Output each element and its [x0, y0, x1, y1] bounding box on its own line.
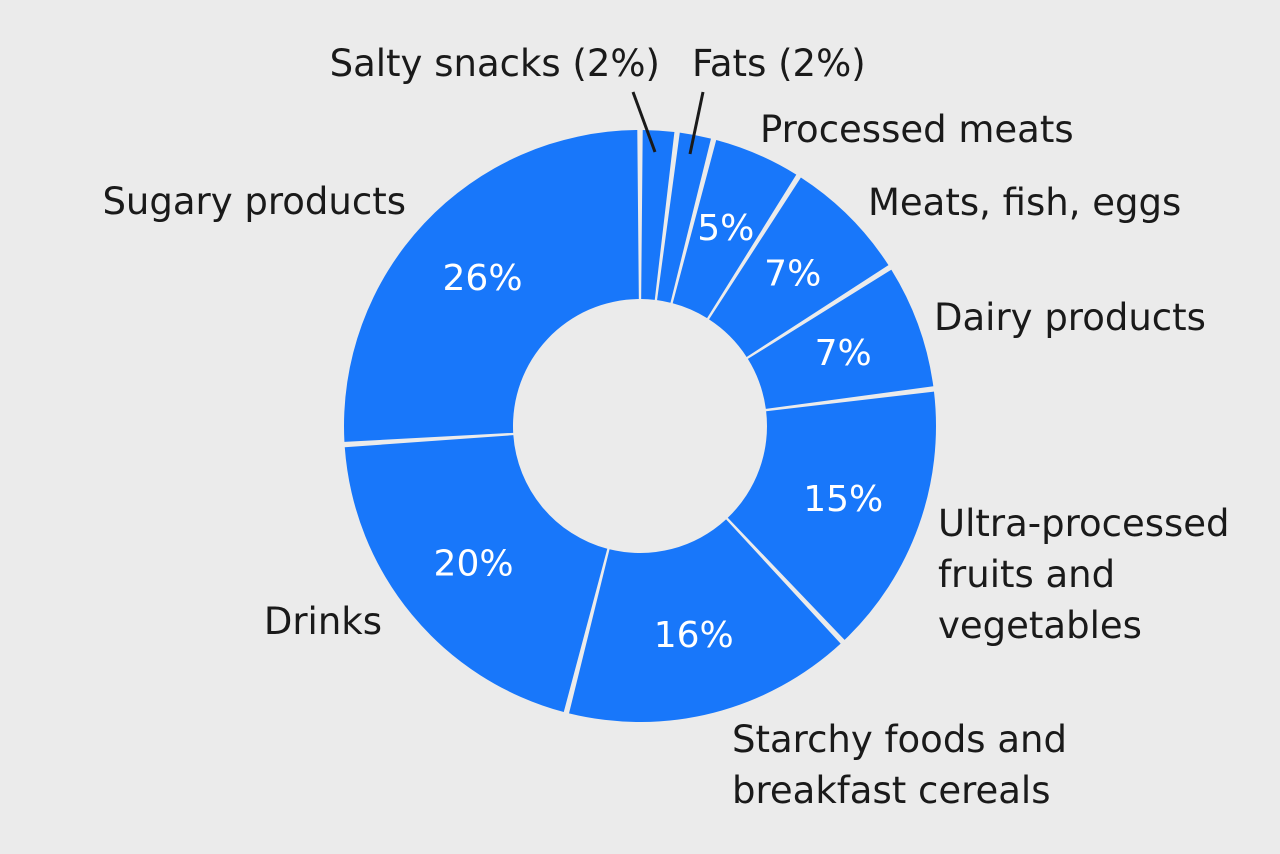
value-labels: 5%7%7%15%16%20%26% [434, 208, 884, 656]
category-label-line: Drinks [264, 600, 382, 643]
value-label-ultra-processed-fruits-and-vegetables: 15% [803, 479, 883, 520]
category-label-line: vegetables [938, 604, 1142, 647]
category-label-line: Sugary products [102, 180, 406, 223]
value-label-processed-meats: 5% [697, 208, 754, 249]
leader-line-salty-snacks [631, 91, 657, 153]
category-label-ultra-processed-fruits-and-vegetables: Ultra-processed fruits and vegetables [938, 502, 1230, 647]
category-label-meats-fish-eggs: Meats, fish, eggs [868, 181, 1181, 224]
category-labels: Salty snacks (2%) Fats (2%) Processed meat… [102, 42, 1229, 812]
category-label-starchy-foods-and-breakfast-cereals: Starchy foods and breakfast cereals [732, 718, 1067, 812]
leader-line-fats [688, 91, 705, 155]
category-label-processed-meats: Processed meats [760, 108, 1074, 151]
category-label-line: Ultra-processed [938, 502, 1230, 545]
slice-fats [657, 132, 711, 303]
slice-dairy-products [747, 269, 934, 409]
category-label-salty-snacks: Salty snacks (2%) [330, 42, 660, 85]
slice-sugary-products [344, 130, 639, 442]
slice-salty-snacks [641, 130, 675, 300]
slice-meats-fish-eggs [709, 177, 889, 357]
value-label-meats-fish-eggs: 7% [764, 253, 821, 294]
slice-processed-meats [672, 139, 797, 319]
category-label-line: Starchy foods and [732, 718, 1067, 761]
category-label-line: Processed meats [760, 108, 1074, 151]
category-label-line: Fats (2%) [692, 42, 866, 85]
value-label-dairy-products: 7% [815, 333, 872, 374]
value-label-starchy-foods-and-breakfast-cereals: 16% [654, 615, 734, 656]
category-label-line: breakfast cereals [732, 769, 1051, 812]
value-label-sugary-products: 26% [443, 258, 523, 299]
slice-drinks [344, 435, 608, 713]
category-label-line: Dairy products [934, 296, 1206, 339]
category-label-sugary-products: Sugary products [102, 180, 406, 223]
slice-ultra-processed-fruits-and-vegetables [727, 391, 936, 640]
slice-starchy-foods-and-breakfast-cereals [569, 519, 841, 723]
category-label-fats: Fats (2%) [692, 42, 866, 85]
category-label-dairy-products: Dairy products [934, 296, 1206, 339]
category-label-line: Salty snacks (2%) [330, 42, 660, 85]
chart-slices [344, 130, 936, 723]
value-label-drinks: 20% [434, 544, 514, 585]
category-label-line: fruits and [938, 553, 1115, 596]
category-label-drinks: Drinks [264, 600, 382, 643]
leader-lines [631, 91, 705, 155]
category-label-line: Meats, fish, eggs [868, 181, 1181, 224]
